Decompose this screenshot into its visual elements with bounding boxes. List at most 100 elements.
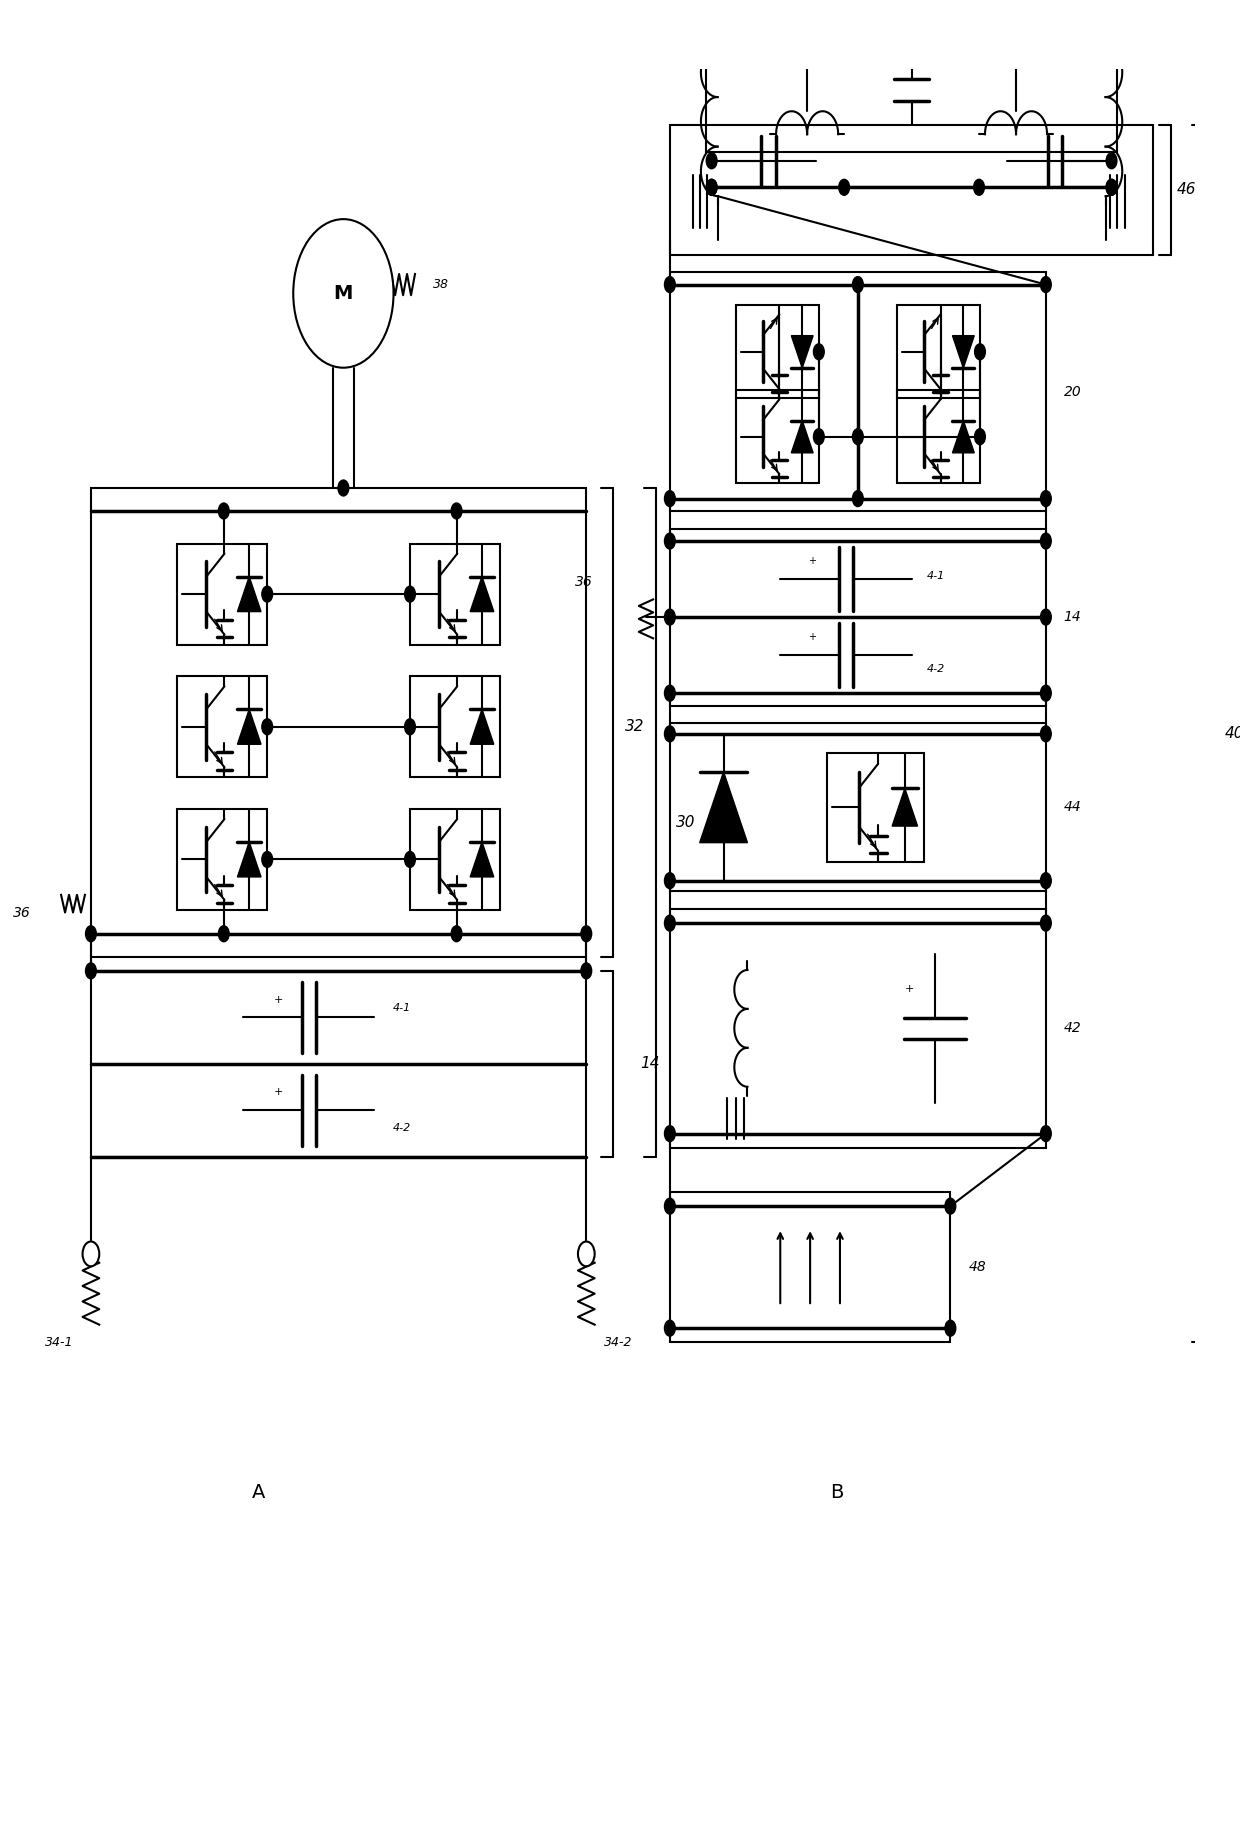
Bar xyxy=(177,544,268,645)
Circle shape xyxy=(1040,916,1052,931)
Polygon shape xyxy=(952,421,975,452)
Circle shape xyxy=(665,276,676,292)
Text: +: + xyxy=(808,633,816,642)
Polygon shape xyxy=(892,789,918,826)
Text: +: + xyxy=(904,984,914,995)
Polygon shape xyxy=(237,577,260,612)
Circle shape xyxy=(218,925,229,942)
Text: 40: 40 xyxy=(1225,726,1240,741)
Circle shape xyxy=(973,180,985,195)
Text: 14: 14 xyxy=(1064,611,1081,623)
Text: 36: 36 xyxy=(14,905,31,920)
Circle shape xyxy=(578,1241,595,1267)
Polygon shape xyxy=(791,421,813,452)
Circle shape xyxy=(451,504,463,519)
Bar xyxy=(91,971,587,1157)
Circle shape xyxy=(665,1199,676,1214)
Text: 44: 44 xyxy=(1064,800,1081,815)
Circle shape xyxy=(707,180,717,195)
Circle shape xyxy=(665,491,676,506)
Circle shape xyxy=(262,587,273,601)
Bar xyxy=(897,390,980,484)
Circle shape xyxy=(1106,180,1117,195)
Text: M: M xyxy=(334,283,353,303)
Circle shape xyxy=(293,219,393,368)
Text: B: B xyxy=(831,1484,843,1502)
Text: 4-2: 4-2 xyxy=(928,664,945,675)
Bar xyxy=(670,528,1045,706)
Circle shape xyxy=(1040,874,1052,888)
Circle shape xyxy=(665,1125,676,1142)
Circle shape xyxy=(86,964,97,978)
Circle shape xyxy=(665,916,676,931)
Circle shape xyxy=(451,925,463,942)
Circle shape xyxy=(580,964,591,978)
Text: 20: 20 xyxy=(1064,384,1081,399)
Bar xyxy=(410,677,500,778)
Bar xyxy=(670,272,1045,511)
Bar xyxy=(670,1192,950,1342)
Polygon shape xyxy=(470,577,494,612)
Bar xyxy=(177,809,268,910)
Text: 34-1: 34-1 xyxy=(45,1335,73,1348)
Polygon shape xyxy=(791,337,813,368)
Circle shape xyxy=(262,851,273,868)
Text: +: + xyxy=(274,1087,284,1098)
Polygon shape xyxy=(237,710,260,745)
Circle shape xyxy=(1106,180,1117,195)
Text: 46: 46 xyxy=(1177,182,1197,197)
Polygon shape xyxy=(237,842,260,877)
Circle shape xyxy=(945,1199,956,1214)
Circle shape xyxy=(404,719,415,736)
Circle shape xyxy=(86,925,97,942)
Circle shape xyxy=(707,180,717,195)
Text: 32: 32 xyxy=(625,719,644,734)
Circle shape xyxy=(1040,491,1052,506)
Bar xyxy=(410,544,500,645)
Circle shape xyxy=(1040,726,1052,741)
Text: 48: 48 xyxy=(968,1260,986,1274)
Circle shape xyxy=(1040,686,1052,701)
Circle shape xyxy=(945,1320,956,1337)
Circle shape xyxy=(665,686,676,701)
Text: 34-2: 34-2 xyxy=(604,1335,632,1348)
Circle shape xyxy=(1106,153,1117,169)
Bar xyxy=(670,908,1045,1148)
Circle shape xyxy=(580,925,591,942)
Text: +: + xyxy=(274,995,284,1004)
Text: 4-2: 4-2 xyxy=(392,1124,410,1133)
Bar xyxy=(410,809,500,910)
Circle shape xyxy=(665,1320,676,1337)
Bar xyxy=(177,677,268,778)
Circle shape xyxy=(218,504,229,519)
Bar xyxy=(91,487,587,956)
Circle shape xyxy=(1008,33,1024,59)
Text: 4-1: 4-1 xyxy=(392,1004,410,1013)
Circle shape xyxy=(665,609,676,625)
Bar xyxy=(670,125,1153,254)
Circle shape xyxy=(404,587,415,601)
Circle shape xyxy=(665,533,676,550)
Circle shape xyxy=(707,153,717,169)
Circle shape xyxy=(813,428,825,445)
Polygon shape xyxy=(952,337,975,368)
Bar xyxy=(706,0,1117,153)
Polygon shape xyxy=(699,772,748,842)
Circle shape xyxy=(838,180,849,195)
Text: 42: 42 xyxy=(1064,1021,1081,1035)
Circle shape xyxy=(813,344,825,360)
Circle shape xyxy=(975,428,986,445)
Circle shape xyxy=(975,344,986,360)
Bar xyxy=(897,305,980,399)
Circle shape xyxy=(1040,609,1052,625)
Circle shape xyxy=(799,33,816,59)
Circle shape xyxy=(665,726,676,741)
Circle shape xyxy=(404,851,415,868)
Circle shape xyxy=(1040,533,1052,550)
Text: 4-1: 4-1 xyxy=(928,570,945,581)
Circle shape xyxy=(852,491,863,506)
Circle shape xyxy=(852,276,863,292)
Circle shape xyxy=(339,480,348,497)
Polygon shape xyxy=(470,710,494,745)
Circle shape xyxy=(852,428,863,445)
